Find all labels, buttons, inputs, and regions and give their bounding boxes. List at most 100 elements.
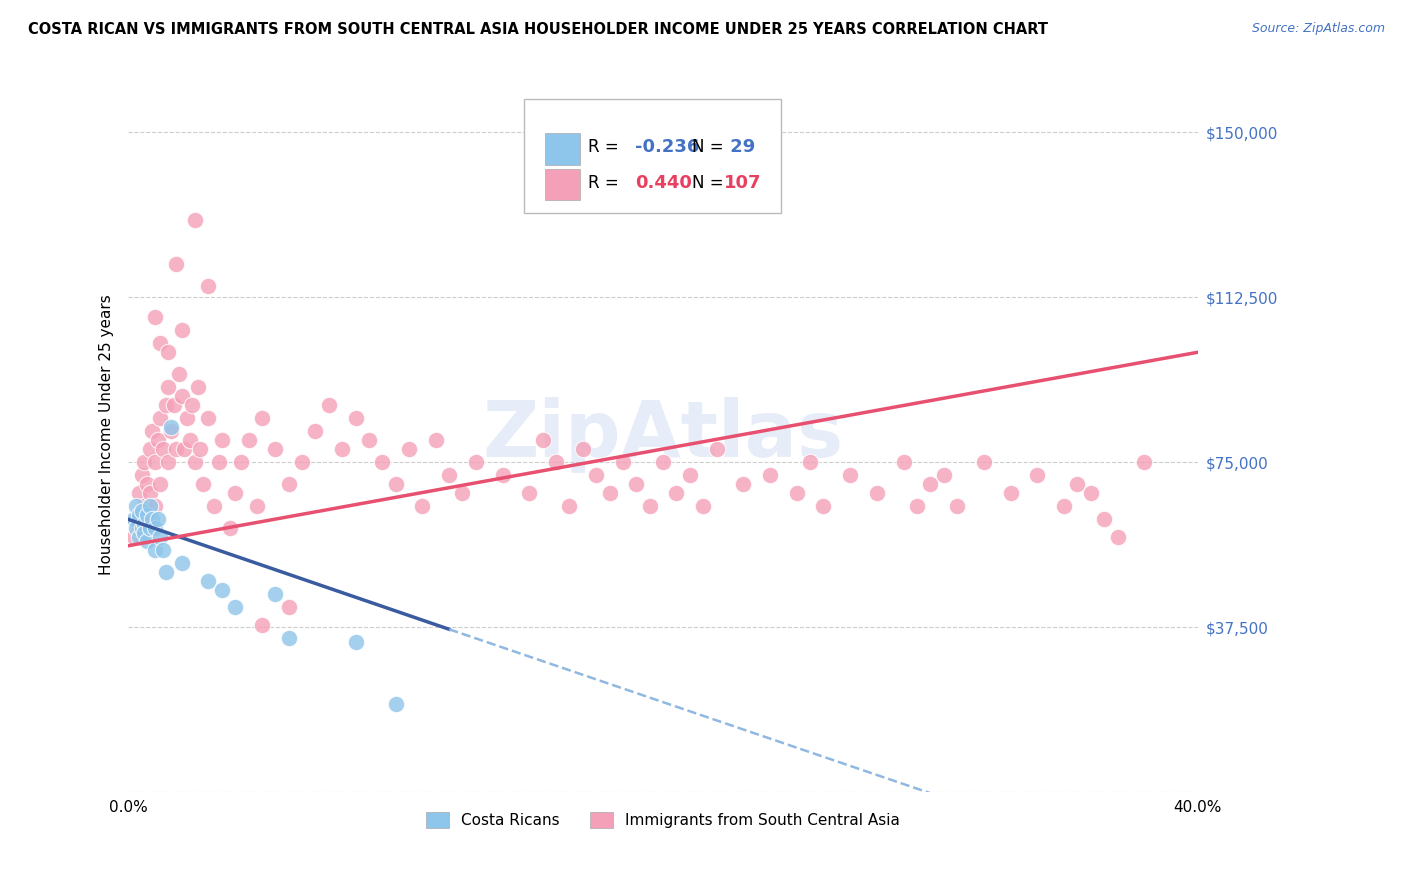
Point bbox=[813, 499, 835, 513]
Point bbox=[160, 425, 183, 439]
Point bbox=[136, 477, 159, 491]
Point bbox=[170, 389, 193, 403]
Point bbox=[157, 345, 180, 359]
Point bbox=[291, 455, 314, 469]
Point bbox=[612, 455, 634, 469]
Point bbox=[246, 499, 269, 513]
Point bbox=[224, 486, 246, 500]
Point bbox=[155, 398, 177, 412]
Point bbox=[197, 411, 219, 425]
Point bbox=[191, 477, 214, 491]
Point bbox=[165, 442, 187, 456]
Point bbox=[585, 468, 607, 483]
Point bbox=[131, 503, 153, 517]
Point bbox=[799, 455, 821, 469]
Point bbox=[398, 442, 420, 456]
Point bbox=[136, 512, 159, 526]
Point bbox=[211, 582, 233, 597]
Point bbox=[330, 442, 353, 456]
Text: 107: 107 bbox=[724, 174, 762, 192]
FancyBboxPatch shape bbox=[524, 99, 780, 213]
Text: -0.236: -0.236 bbox=[636, 138, 700, 156]
Point bbox=[344, 635, 367, 649]
Point bbox=[893, 455, 915, 469]
Point bbox=[125, 521, 148, 535]
Point bbox=[184, 455, 207, 469]
Point bbox=[128, 508, 150, 522]
Point bbox=[149, 530, 172, 544]
Point bbox=[425, 433, 447, 447]
Point bbox=[197, 279, 219, 293]
Point bbox=[932, 468, 955, 483]
Point bbox=[546, 455, 568, 469]
Point bbox=[134, 516, 156, 531]
Point bbox=[157, 455, 180, 469]
Text: N =: N = bbox=[692, 174, 728, 192]
Point bbox=[131, 468, 153, 483]
Point bbox=[905, 499, 928, 513]
Point bbox=[152, 543, 174, 558]
Point bbox=[733, 477, 755, 491]
Point bbox=[138, 521, 160, 535]
Text: 0.440: 0.440 bbox=[636, 174, 692, 192]
Point bbox=[125, 512, 148, 526]
Point bbox=[149, 477, 172, 491]
Point bbox=[264, 587, 287, 601]
Point bbox=[136, 508, 159, 522]
Point bbox=[202, 499, 225, 513]
Point bbox=[170, 557, 193, 571]
Text: R =: R = bbox=[588, 174, 624, 192]
Point bbox=[277, 600, 299, 615]
Point bbox=[163, 398, 186, 412]
Point bbox=[143, 499, 166, 513]
Point bbox=[122, 512, 145, 526]
Point bbox=[1080, 486, 1102, 500]
Point bbox=[134, 499, 156, 513]
FancyBboxPatch shape bbox=[546, 169, 579, 201]
Point bbox=[411, 499, 433, 513]
Point bbox=[665, 486, 688, 500]
Point bbox=[920, 477, 942, 491]
Point bbox=[136, 534, 159, 549]
Point bbox=[176, 411, 198, 425]
Point bbox=[229, 455, 252, 469]
Point bbox=[946, 499, 969, 513]
Point bbox=[131, 530, 153, 544]
Point bbox=[638, 499, 661, 513]
Point bbox=[146, 512, 169, 526]
Point bbox=[384, 477, 406, 491]
Point bbox=[173, 442, 195, 456]
Point bbox=[170, 323, 193, 337]
Point bbox=[134, 525, 156, 540]
FancyBboxPatch shape bbox=[546, 133, 579, 165]
Point bbox=[134, 455, 156, 469]
Point bbox=[1092, 512, 1115, 526]
Point bbox=[304, 425, 326, 439]
Text: R =: R = bbox=[588, 138, 624, 156]
Text: ZipAtlas: ZipAtlas bbox=[482, 397, 844, 473]
Point bbox=[437, 468, 460, 483]
Point bbox=[344, 411, 367, 425]
Point bbox=[759, 468, 782, 483]
Point bbox=[1000, 486, 1022, 500]
Point bbox=[190, 442, 212, 456]
Point bbox=[692, 499, 714, 513]
Point bbox=[572, 442, 595, 456]
Point bbox=[160, 420, 183, 434]
Point bbox=[839, 468, 862, 483]
Point bbox=[224, 600, 246, 615]
Point bbox=[599, 486, 621, 500]
Point bbox=[679, 468, 702, 483]
Point bbox=[146, 433, 169, 447]
Point bbox=[128, 486, 150, 500]
Point bbox=[357, 433, 380, 447]
Point bbox=[626, 477, 648, 491]
Text: Source: ZipAtlas.com: Source: ZipAtlas.com bbox=[1251, 22, 1385, 36]
Point bbox=[531, 433, 554, 447]
Point bbox=[264, 442, 287, 456]
Point bbox=[143, 521, 166, 535]
Point bbox=[1026, 468, 1049, 483]
Point bbox=[1053, 499, 1076, 513]
Text: COSTA RICAN VS IMMIGRANTS FROM SOUTH CENTRAL ASIA HOUSEHOLDER INCOME UNDER 25 YE: COSTA RICAN VS IMMIGRANTS FROM SOUTH CEN… bbox=[28, 22, 1047, 37]
Legend: Costa Ricans, Immigrants from South Central Asia: Costa Ricans, Immigrants from South Cent… bbox=[420, 806, 907, 834]
